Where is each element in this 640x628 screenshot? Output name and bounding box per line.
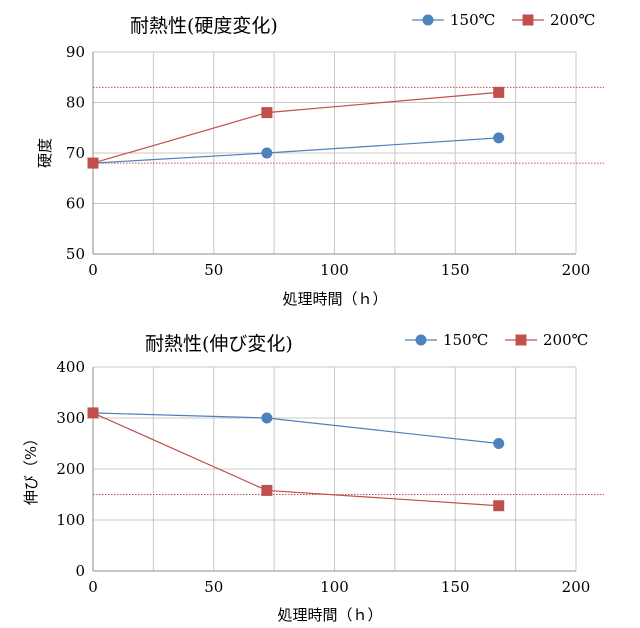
- y-tick-label: 200: [56, 460, 85, 478]
- legend-marker: [422, 14, 434, 26]
- series-150c: [87, 132, 505, 169]
- data-point: [261, 107, 273, 119]
- legend-marker: [415, 334, 427, 346]
- data-point: [87, 407, 99, 419]
- series-150c: [87, 407, 505, 449]
- legend-item: 150℃: [412, 11, 495, 29]
- legend-label: 150℃: [450, 11, 495, 29]
- legend-label: 150℃: [443, 331, 488, 349]
- y-axis-label: 硬度: [36, 138, 54, 168]
- data-point: [493, 438, 505, 449]
- gridlines: [92, 51, 577, 255]
- chart-title: 耐熱性(硬度変化): [130, 15, 278, 37]
- data-point: [493, 132, 505, 144]
- series-200c: [87, 407, 505, 512]
- x-tick-label: 50: [204, 578, 223, 596]
- legend-marker: [515, 334, 527, 346]
- x-tick-label: 0: [88, 578, 98, 596]
- hardness-chart: 耐熱性(硬度変化) 硬度 処理時間（ｈ） 0 50 100 150 2005060708…: [36, 11, 604, 308]
- y-tick-label: 70: [66, 144, 85, 162]
- legend-item: 200℃: [505, 331, 588, 349]
- data-point: [87, 157, 99, 169]
- x-tick-label: 100: [320, 578, 349, 596]
- x-axis-label: 処理時間（ｈ）: [282, 290, 387, 308]
- legend-label: 200℃: [543, 331, 588, 349]
- chart-title: 耐熱性(伸び変化): [145, 333, 293, 355]
- legend-label: 200℃: [550, 11, 595, 29]
- y-tick-label: 100: [56, 511, 85, 529]
- legend-item: 200℃: [512, 11, 595, 29]
- data-point: [493, 86, 505, 98]
- y-tick-label: 300: [56, 409, 85, 427]
- gridlines: [92, 366, 577, 572]
- elongation-chart: 耐熱性(伸び変化) 伸び（%） 処理時間（ｈ） 0 50 100 150 200 0 100…: [22, 331, 604, 624]
- y-tick-label: 90: [66, 43, 85, 61]
- y-tick-label: 400: [56, 358, 85, 376]
- data-point: [261, 147, 273, 159]
- data-point: [261, 484, 273, 496]
- y-tick-label: 50: [66, 245, 85, 263]
- y-tick-label: 0: [75, 562, 85, 580]
- legend-item: 150℃: [405, 331, 488, 349]
- legend-marker: [522, 14, 534, 26]
- x-tick-label: 200: [562, 261, 591, 279]
- x-tick-label: 50: [204, 261, 223, 279]
- x-tick-label: 0: [88, 261, 98, 279]
- x-tick-label: 100: [320, 261, 349, 279]
- x-tick-label: 150: [441, 578, 470, 596]
- data-point: [261, 412, 273, 424]
- x-tick-label: 200: [562, 578, 591, 596]
- x-tick-label: 150: [441, 261, 470, 279]
- x-axis-label: 処理時間（ｈ）: [277, 606, 382, 624]
- y-tick-label: 60: [66, 195, 85, 213]
- y-tick-label: 80: [66, 94, 85, 112]
- y-axis-label: 伸び（%）: [22, 431, 40, 505]
- series-200c: [87, 86, 505, 169]
- data-point: [493, 500, 505, 512]
